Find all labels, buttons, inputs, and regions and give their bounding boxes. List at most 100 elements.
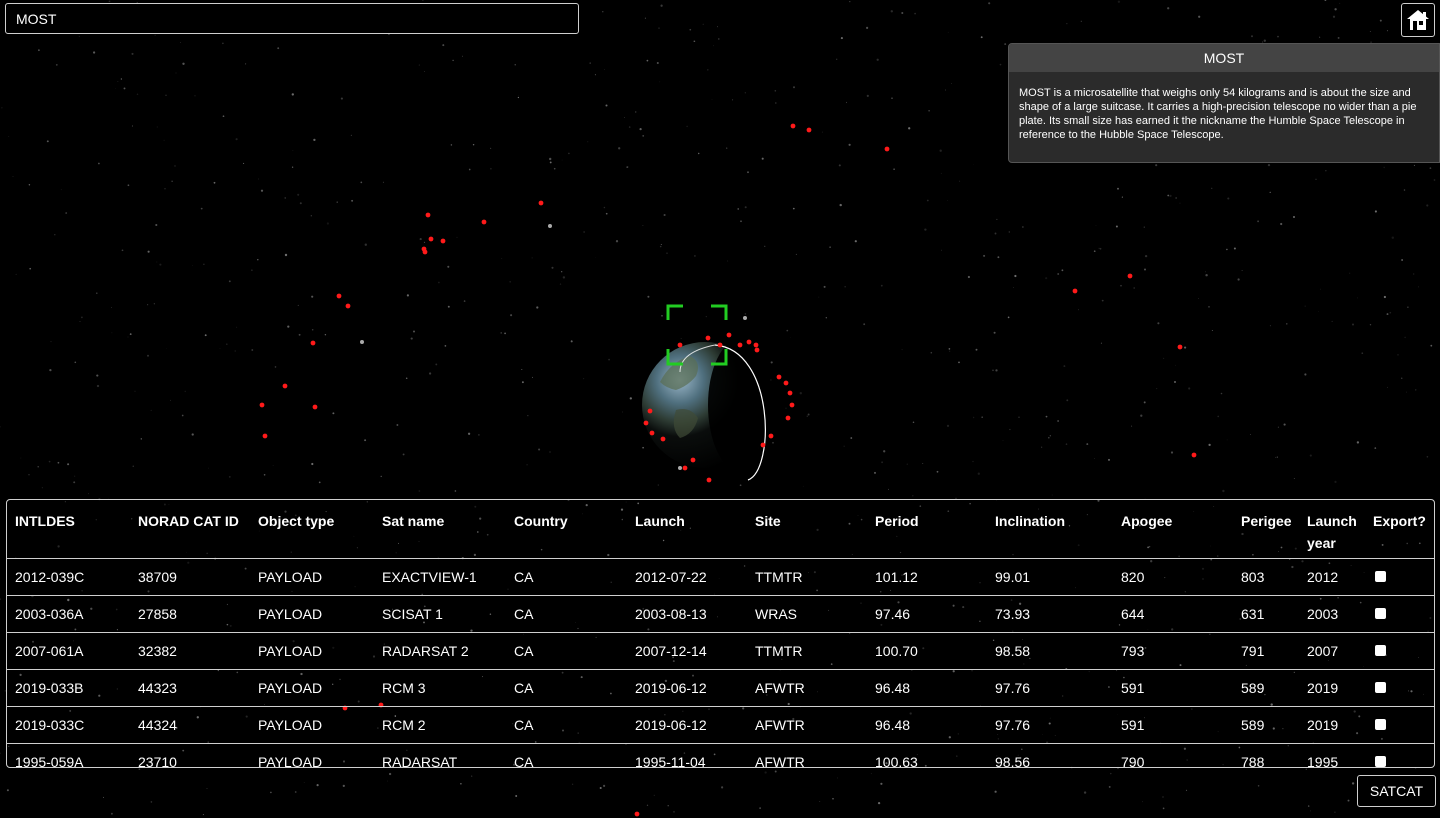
column-header[interactable]: NORAD CAT ID xyxy=(130,500,250,559)
column-header[interactable]: INTLDES xyxy=(7,500,130,559)
table-cell: CA xyxy=(506,706,627,744)
export-cell xyxy=(1365,706,1434,744)
satcat-button[interactable]: SATCAT xyxy=(1357,775,1436,807)
column-header[interactable]: Period xyxy=(867,500,987,559)
satellite-marker[interactable] xyxy=(259,402,265,408)
table-cell: 1995-11-04 xyxy=(627,743,747,767)
column-header[interactable]: Inclination xyxy=(987,500,1113,559)
table-cell: PAYLOAD xyxy=(250,669,374,707)
satellite-marker[interactable] xyxy=(790,123,796,129)
export-checkbox[interactable] xyxy=(1375,571,1386,582)
table-cell: 790 xyxy=(1113,743,1233,767)
table-row[interactable]: 2007-061A 32382 PAYLOAD RADARSAT 2 CA 2007-12… xyxy=(7,632,1434,670)
debris-marker[interactable] xyxy=(678,466,682,470)
satellite-marker[interactable] xyxy=(262,433,268,439)
satellite-marker[interactable] xyxy=(310,340,316,346)
export-checkbox[interactable] xyxy=(1375,719,1386,730)
table-cell: TTMTR xyxy=(747,632,867,670)
satellite-marker[interactable] xyxy=(422,249,428,255)
satellite-marker[interactable] xyxy=(312,404,318,410)
satellite-marker[interactable] xyxy=(753,342,759,348)
satellite-marker[interactable] xyxy=(428,236,434,242)
satellite-marker[interactable] xyxy=(746,339,752,345)
export-cell xyxy=(1365,595,1434,633)
table-cell: 101.12 xyxy=(867,558,987,596)
satellite-marker[interactable] xyxy=(717,342,723,348)
debris-marker[interactable] xyxy=(743,316,747,320)
satellite-marker[interactable] xyxy=(806,127,812,133)
debris-marker[interactable] xyxy=(360,340,364,344)
home-icon xyxy=(1407,10,1429,30)
satellite-marker[interactable] xyxy=(660,436,666,442)
satellite-marker[interactable] xyxy=(776,374,782,380)
table-cell: 38709 xyxy=(130,558,250,596)
satellite-marker[interactable] xyxy=(682,465,688,471)
table-cell: PAYLOAD xyxy=(250,558,374,596)
home-button[interactable] xyxy=(1401,3,1435,37)
satellite-table[interactable]: INTLDES NORAD CAT ID Object type Sat name Co… xyxy=(6,499,1435,768)
satellite-marker[interactable] xyxy=(425,212,431,218)
satellite-marker[interactable] xyxy=(884,146,890,152)
satellite-marker[interactable] xyxy=(643,420,649,426)
export-checkbox[interactable] xyxy=(1375,608,1386,619)
table-cell: CA xyxy=(506,669,627,707)
table-cell: 98.56 xyxy=(987,743,1113,767)
satellite-marker[interactable] xyxy=(481,219,487,225)
satellite-marker[interactable] xyxy=(706,477,712,483)
satellite-marker[interactable] xyxy=(789,402,795,408)
satellite-markers[interactable] xyxy=(259,123,1197,817)
column-header[interactable]: Export? xyxy=(1365,500,1434,559)
export-checkbox[interactable] xyxy=(1375,645,1386,656)
satellite-marker[interactable] xyxy=(649,430,655,436)
table-cell: 97.76 xyxy=(987,706,1113,744)
satellite-marker[interactable] xyxy=(726,332,732,338)
satellite-marker[interactable] xyxy=(690,457,696,463)
column-header[interactable]: Apogee xyxy=(1113,500,1233,559)
satellite-marker[interactable] xyxy=(677,342,683,348)
satellite-marker[interactable] xyxy=(1072,288,1078,294)
debris-marker[interactable] xyxy=(548,224,552,228)
table-cell: 2019-06-12 xyxy=(627,706,747,744)
table-row[interactable]: 2003-036A 27858 PAYLOAD SCISAT 1 CA 2003-08-1… xyxy=(7,595,1434,633)
satellite-marker[interactable] xyxy=(785,415,791,421)
table-cell: CA xyxy=(506,558,627,596)
satellite-marker[interactable] xyxy=(345,303,351,309)
search-input[interactable] xyxy=(5,3,579,34)
table-cell: CA xyxy=(506,595,627,633)
column-header[interactable]: Launch year xyxy=(1299,500,1365,559)
satellite-marker[interactable] xyxy=(1191,452,1197,458)
satellite-marker[interactable] xyxy=(783,380,789,386)
satellite-marker[interactable] xyxy=(634,811,640,817)
satellite-marker[interactable] xyxy=(737,342,743,348)
table-cell: 100.63 xyxy=(867,743,987,767)
satellite-marker[interactable] xyxy=(538,200,544,206)
column-header[interactable]: Perigee xyxy=(1233,500,1299,559)
column-header[interactable]: Country xyxy=(506,500,627,559)
satellite-marker[interactable] xyxy=(1177,344,1183,350)
table-row[interactable]: 2019-033B 44323 PAYLOAD RCM 3 CA 2019-06-12 AF… xyxy=(7,669,1434,707)
earth[interactable] xyxy=(642,339,772,481)
satellite-marker[interactable] xyxy=(647,408,653,414)
satellite-marker[interactable] xyxy=(760,442,766,448)
table-cell: 631 xyxy=(1233,595,1299,633)
table-row[interactable]: 2012-039C 38709 PAYLOAD EXACTVIEW-1 CA 2012-0… xyxy=(7,558,1434,596)
table-row[interactable]: 2019-033C 44324 PAYLOAD RCM 2 CA 2019-06-12 AF… xyxy=(7,706,1434,744)
column-header[interactable]: Launch xyxy=(627,500,747,559)
satellite-marker[interactable] xyxy=(787,390,793,396)
satellite-marker[interactable] xyxy=(768,433,774,439)
satellite-marker[interactable] xyxy=(754,347,760,353)
satellite-marker[interactable] xyxy=(282,383,288,389)
table-row[interactable]: 1995-059A 23710 PAYLOAD RADARSAT CA 1995-11-0… xyxy=(7,743,1434,767)
table-cell: 788 xyxy=(1233,743,1299,767)
export-checkbox[interactable] xyxy=(1375,682,1386,693)
column-header[interactable]: Object type xyxy=(250,500,374,559)
export-checkbox[interactable] xyxy=(1375,756,1386,767)
column-header[interactable]: Sat name xyxy=(374,500,506,559)
info-panel-title: MOST xyxy=(1009,44,1439,72)
satellite-marker[interactable] xyxy=(440,238,446,244)
satellite-marker[interactable] xyxy=(705,335,711,341)
satellite-marker[interactable] xyxy=(336,293,342,299)
column-header[interactable]: Site xyxy=(747,500,867,559)
satellite-marker[interactable] xyxy=(1127,273,1133,279)
